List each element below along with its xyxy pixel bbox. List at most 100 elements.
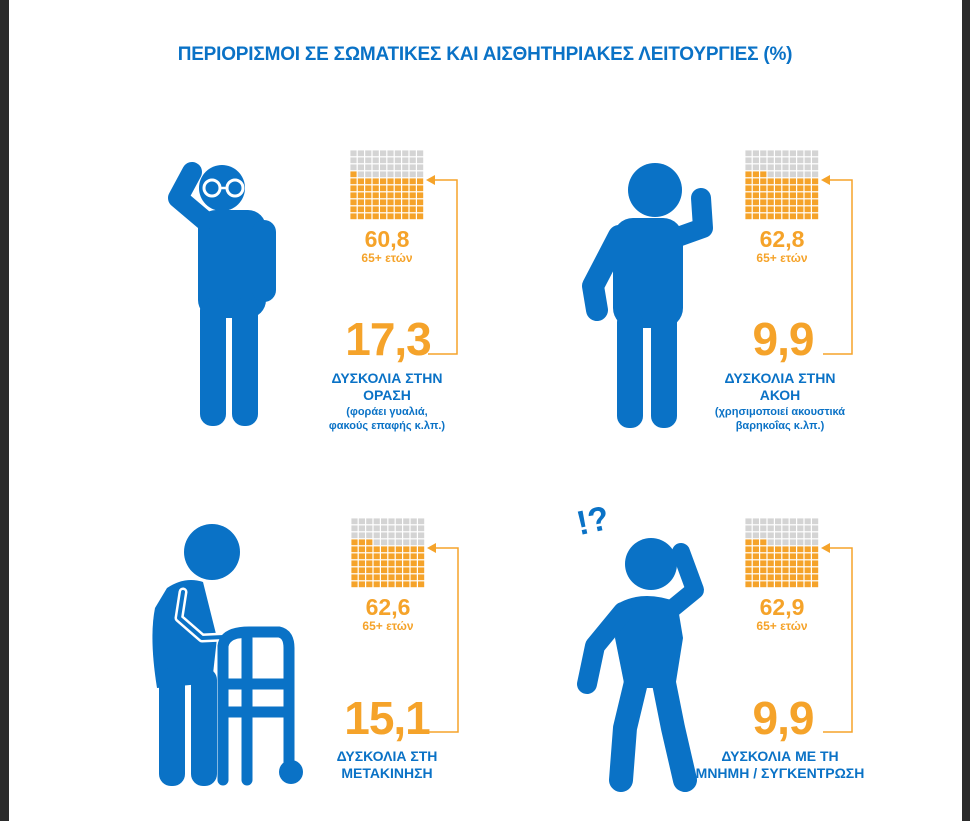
- waffle-cell-filled: [752, 567, 759, 574]
- waffle-cell-filled: [804, 206, 811, 213]
- waffle-cell-filled: [358, 581, 365, 588]
- waffle-cell-filled: [760, 213, 767, 220]
- waffle-cell-empty: [812, 164, 819, 171]
- waffle-cell-filled: [812, 192, 819, 199]
- waffle-cell-filled: [760, 553, 767, 560]
- waffle-cell-empty: [388, 532, 395, 539]
- waffle-cell-empty: [395, 532, 402, 539]
- waffle-cell-filled: [804, 185, 811, 192]
- waffle-cell-filled: [373, 581, 380, 588]
- waffle-cell-filled: [767, 567, 774, 574]
- waffle-cell-filled: [366, 567, 373, 574]
- waffle-cell-filled: [767, 553, 774, 560]
- waffle-cell-empty: [388, 518, 395, 525]
- waffle-cell-empty: [789, 539, 796, 546]
- waffle-cell-filled: [365, 178, 372, 185]
- waffle-cell-filled: [381, 560, 388, 567]
- waffle-cell-filled: [403, 581, 410, 588]
- person-with-glasses-icon: [168, 162, 276, 426]
- waffle-cell-filled: [365, 192, 372, 199]
- waffle-cell-empty: [775, 539, 782, 546]
- waffle-cell-filled: [812, 185, 819, 192]
- waffle-cell-empty: [745, 164, 752, 171]
- waffle-cell-filled: [789, 213, 796, 220]
- difficulty-label-line1: ΔΥΣΚΟΛΙΑ ΣΤΗΝ: [724, 370, 836, 386]
- waffle-cell-empty: [357, 157, 364, 164]
- waffle-cell-empty: [782, 171, 789, 178]
- waffle-cell-filled: [804, 560, 811, 567]
- waffle-cell-filled: [387, 206, 394, 213]
- waffle-cell-empty: [812, 532, 819, 539]
- difficulty-label-line2: ΜΕΤΑΚΙΝΗΣΗ: [341, 765, 433, 781]
- waffle-cell-empty: [403, 539, 410, 546]
- waffle-cell-filled: [366, 581, 373, 588]
- waffle-cell-filled: [387, 199, 394, 206]
- waffle-cell-filled: [797, 199, 804, 206]
- waffle-cell-empty: [350, 157, 357, 164]
- waffle-cell-filled: [387, 185, 394, 192]
- waffle-cell-filled: [417, 178, 424, 185]
- age-label: 65+ ετών: [756, 251, 808, 265]
- waffle-cell-filled: [357, 192, 364, 199]
- waffle-cell-empty: [752, 518, 759, 525]
- waffle-cell-filled: [350, 199, 357, 206]
- waffle-cell-empty: [395, 539, 402, 546]
- waffle-cell-filled: [402, 213, 409, 220]
- waffle-cell-filled: [745, 574, 752, 581]
- waffle-cell-filled: [403, 553, 410, 560]
- waffle-cell-filled: [812, 178, 819, 185]
- waffle-cell-empty: [752, 157, 759, 164]
- waffle-cell-filled: [372, 213, 379, 220]
- waffle-cell-empty: [797, 157, 804, 164]
- overall-percentage: 9,9: [752, 313, 815, 365]
- waffle-cell-empty: [760, 532, 767, 539]
- waffle-cell-empty: [418, 539, 425, 546]
- waffle-cell-filled: [366, 546, 373, 553]
- waffle-cell-filled: [752, 539, 759, 546]
- waffle-cell-empty: [402, 150, 409, 157]
- panel-memory: !? 62,9 65+ ετών 9,9 ΔΥΣΚΟΛΙΑ ΜΕ ΤΗ ΜΝΗΜ…: [545, 499, 965, 818]
- waffle-cell-filled: [395, 553, 402, 560]
- waffle-cell-empty: [351, 518, 358, 525]
- waffle-cell-filled: [410, 574, 417, 581]
- waffle-cell-filled: [812, 546, 819, 553]
- waffle-cell-filled: [767, 213, 774, 220]
- waffle-cell-filled: [752, 574, 759, 581]
- waffle-cell-empty: [417, 164, 424, 171]
- waffle-cell-empty: [812, 157, 819, 164]
- waffle-cell-filled: [775, 560, 782, 567]
- waffle-cell-empty: [782, 518, 789, 525]
- waffle-cell-filled: [381, 567, 388, 574]
- waffle-cell-filled: [357, 199, 364, 206]
- waffle-cell-empty: [351, 525, 358, 532]
- waffle-cell-filled: [804, 567, 811, 574]
- waffle-cell-empty: [797, 150, 804, 157]
- waffle-cell-filled: [394, 192, 401, 199]
- waffle-cell-empty: [365, 157, 372, 164]
- waffle-cell-empty: [782, 525, 789, 532]
- overall-percentage: 15,1: [344, 692, 431, 744]
- waffle-cell-filled: [365, 213, 372, 220]
- waffle-cell-empty: [394, 150, 401, 157]
- waffle-cell-filled: [804, 192, 811, 199]
- waffle-cell-empty: [403, 518, 410, 525]
- waffle-cell-empty: [409, 164, 416, 171]
- waffle-cell-filled: [410, 581, 417, 588]
- waffle-cell-empty: [775, 157, 782, 164]
- waffle-cell-filled: [767, 581, 774, 588]
- waffle-cell-filled: [403, 560, 410, 567]
- waffle-cell-filled: [804, 213, 811, 220]
- waffle-cell-filled: [387, 178, 394, 185]
- waffle-cell-filled: [797, 206, 804, 213]
- waffle-cell-filled: [351, 581, 358, 588]
- waffle-cell-empty: [395, 518, 402, 525]
- age-label: 65+ ετών: [362, 619, 414, 633]
- waffle-cell-empty: [373, 518, 380, 525]
- waffle-cell-filled: [812, 206, 819, 213]
- waffle-cell-filled: [365, 206, 372, 213]
- waffle-cell-filled: [387, 192, 394, 199]
- elderly-percentage: 62,9: [759, 594, 805, 620]
- waffle-cell-empty: [365, 171, 372, 178]
- waffle-cell-filled: [409, 185, 416, 192]
- waffle-cell-filled: [797, 192, 804, 199]
